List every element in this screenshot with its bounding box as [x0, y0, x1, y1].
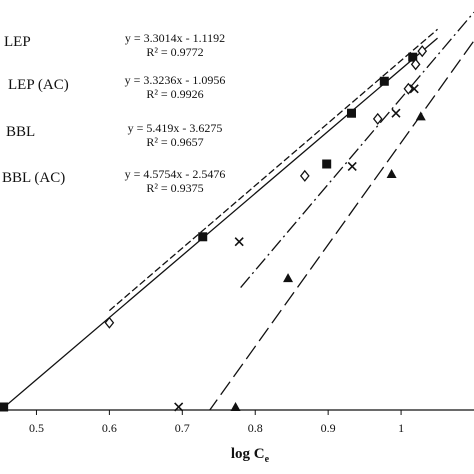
x-axis-ticks: 0.5 0.6 0.7 0.8 0.9 1	[29, 410, 404, 435]
point-lep-ac	[104, 316, 115, 329]
point-lep	[322, 159, 332, 169]
point-lep	[346, 108, 356, 118]
point-bbl-ac	[386, 168, 397, 178]
point-lep-ac	[417, 45, 428, 58]
point-lep-ac	[403, 82, 414, 95]
point-lep-ac	[299, 169, 310, 182]
point-bbl	[234, 237, 244, 247]
point-bbl	[347, 161, 357, 172]
fit-line-lep	[0, 37, 438, 410]
x-axis-label-subscript: e	[265, 454, 270, 465]
x-axis-label: log Ce	[231, 446, 270, 465]
x-tick-label: 0.9	[321, 421, 336, 435]
legend-equation-bbl-ac: y = 4.5754x - 2.5476	[125, 167, 226, 181]
point-lep-ac	[410, 58, 421, 71]
fit-line-bbl-ac	[240, 11, 474, 288]
x-tick-label: 1	[398, 421, 404, 435]
legend-name-lep-ac: LEP (AC)	[8, 77, 69, 93]
point-lep-ac	[372, 112, 383, 125]
legend-name-bbl-ac: BBL (AC)	[2, 170, 65, 186]
point-bbl-ac	[415, 111, 426, 121]
legend-name-bbl: BBL	[6, 124, 35, 140]
point-lep	[379, 76, 389, 86]
fit-line-bbl	[208, 39, 474, 410]
legend-r2-lep-ac: R² = 0.9926	[146, 87, 203, 101]
point-lep	[198, 232, 208, 242]
data-markers	[0, 45, 428, 412]
point-lep	[408, 52, 418, 62]
point-bbl	[409, 84, 419, 94]
x-tick-label: 0.5	[29, 421, 44, 435]
legend-equation-bbl: y = 5.419x - 3.6275	[128, 121, 223, 135]
fit-lines	[0, 11, 474, 410]
point-lep	[0, 402, 9, 412]
point-bbl-ac	[230, 401, 241, 411]
legend-equation-lep-ac: y = 3.3236x - 1.0956	[125, 73, 226, 87]
legend-r2-bbl: R² = 0.9657	[146, 135, 203, 149]
legend-r2-bbl-ac: R² = 0.9375	[146, 181, 203, 195]
x-tick-label: 0.6	[102, 421, 117, 435]
point-bbl	[391, 108, 401, 118]
legend-r2-lep: R² = 0.9772	[146, 45, 203, 59]
legend: LEP y = 3.3014x - 1.1192 R² = 0.9772 LEP…	[2, 31, 225, 195]
legend-name-lep: LEP	[4, 34, 31, 50]
legend-equation-lep: y = 3.3014x - 1.1192	[125, 31, 225, 45]
x-axis-label-main: log C	[231, 446, 265, 462]
fit-line-lep-ac	[108, 28, 438, 312]
x-tick-label: 0.7	[175, 421, 190, 435]
point-bbl-ac	[283, 273, 294, 283]
x-tick-label: 0.8	[248, 421, 263, 435]
